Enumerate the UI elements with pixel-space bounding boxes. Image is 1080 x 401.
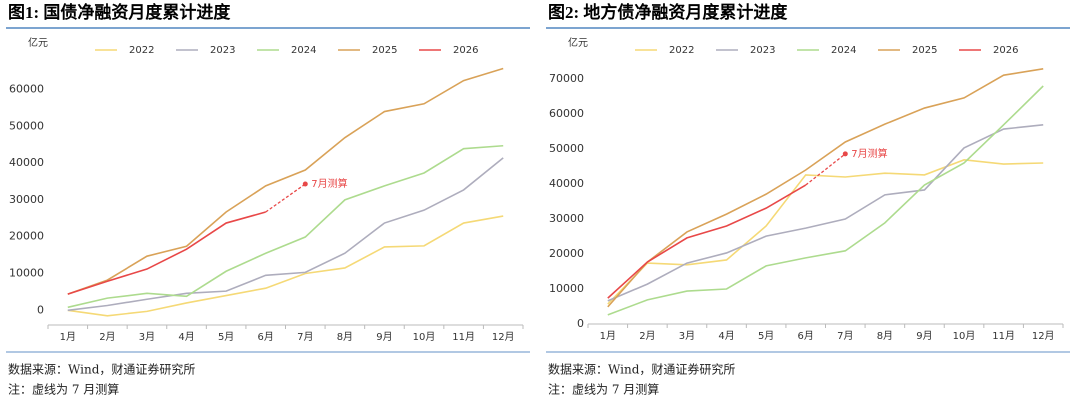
x-tick-label: 1月 [600, 330, 616, 342]
series-line [607, 85, 1044, 316]
source: 数据来源：Wind，财通证券研究所 [8, 362, 195, 377]
series-line [67, 144, 504, 309]
legend-label: 2025 [372, 45, 397, 56]
x-tick-label: 8月 [337, 331, 353, 343]
x-tick-label: 3月 [679, 330, 695, 342]
legend-label: 2023 [750, 45, 775, 56]
x-tick-label: 10月 [413, 331, 436, 343]
legend-label: 2026 [453, 45, 478, 56]
series-line [607, 68, 1044, 308]
y-tick-label: 0 [577, 317, 584, 330]
legend-label: 2024 [831, 45, 856, 56]
x-tick-label: 12月 [492, 331, 515, 343]
x-tick-label: 9月 [376, 331, 392, 343]
x-tick-label: 11月 [992, 330, 1015, 342]
x-tick-label: 4月 [178, 331, 194, 343]
y-tick-label: 40000 [549, 177, 584, 190]
note: 注：虚线为 7 月测算 [548, 382, 659, 397]
y-tick-label: 20000 [549, 247, 584, 260]
y-tick-label: 10000 [9, 266, 44, 279]
legend-label: 2022 [669, 45, 694, 56]
y-tick-label: 30000 [9, 193, 44, 206]
series-line [607, 184, 807, 299]
x-tick-label: 11月 [452, 331, 475, 343]
legend-label: 2026 [993, 45, 1018, 56]
y-unit: 亿元 [28, 36, 48, 49]
x-tick-label: 4月 [718, 330, 734, 342]
projection-point [842, 151, 848, 157]
x-tick-label: 6月 [258, 331, 274, 343]
y-tick-label: 50000 [9, 119, 44, 132]
series-line [67, 211, 266, 295]
x-tick-label: 9月 [916, 330, 932, 342]
series-line [607, 159, 1044, 305]
y-tick-label: 20000 [9, 230, 44, 243]
y-tick-label: 10000 [549, 282, 584, 295]
y-tick-label: 40000 [9, 156, 44, 169]
x-tick-label: 5月 [218, 331, 234, 343]
series-line [67, 67, 504, 295]
note: 注：虚线为 7 月测算 [8, 382, 119, 397]
x-tick-label: 8月 [877, 330, 893, 342]
x-tick-label: 1月 [60, 331, 76, 343]
x-tick-label: 2月 [639, 330, 655, 342]
series-line [67, 215, 504, 317]
y-unit: 亿元 [568, 36, 588, 49]
series-line [67, 157, 504, 312]
y-tick-label: 0 [37, 303, 44, 316]
legend-label: 2025 [912, 45, 937, 56]
y-tick-label: 50000 [549, 142, 584, 155]
y-tick-label: 60000 [9, 82, 44, 95]
chart-title: 图1: 国债净融资月度累计进度 [8, 2, 231, 22]
y-tick-label: 30000 [549, 212, 584, 225]
projection-label: 7月测算 [851, 147, 887, 160]
chart-title: 图2: 地方债净融资月度累计进度 [548, 2, 788, 22]
y-tick-label: 60000 [549, 107, 584, 120]
series-line [607, 124, 1044, 302]
legend-label: 2023 [210, 45, 235, 56]
x-tick-label: 12月 [1032, 330, 1055, 342]
x-tick-label: 5月 [758, 330, 774, 342]
x-tick-label: 7月 [837, 330, 853, 342]
legend-label: 2024 [291, 45, 316, 56]
x-tick-label: 6月 [798, 330, 814, 342]
x-tick-label: 2月 [99, 331, 115, 343]
projection-line [805, 153, 846, 186]
x-tick-label: 7月 [297, 331, 313, 343]
x-tick-label: 3月 [139, 331, 155, 343]
projection-point [302, 181, 308, 187]
projection-line [265, 183, 306, 213]
x-tick-label: 10月 [953, 330, 976, 342]
source: 数据来源：Wind，财通证券研究所 [548, 362, 735, 377]
y-tick-label: 70000 [549, 72, 584, 85]
projection-label: 7月测算 [311, 177, 347, 190]
legend-label: 2022 [129, 45, 154, 56]
